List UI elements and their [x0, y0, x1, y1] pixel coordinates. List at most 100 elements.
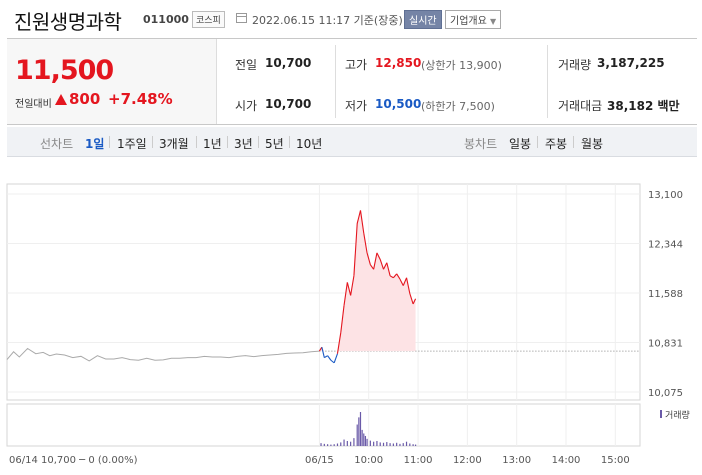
tab-1-week[interactable]: 1주일 [117, 137, 147, 151]
quote-datetime: 2022.06.15 11:17 기준(장중) [252, 14, 403, 27]
low-label: 저가 [345, 99, 368, 113]
volume-bar [382, 442, 385, 446]
prev-close-label: 전일 [235, 58, 258, 72]
tab-monthly-candle[interactable]: 월봉 [581, 137, 604, 151]
divider [289, 136, 290, 148]
volume-legend-label: 거래량 [665, 409, 690, 421]
volume-bar [333, 444, 335, 446]
tab-1-day[interactable]: 1일 [85, 137, 105, 151]
line-chart-label: 선차트 [40, 137, 74, 151]
today-line-segment [350, 275, 355, 296]
stock-code: 011000 [143, 13, 189, 26]
market-badge: 코스피 [192, 11, 225, 28]
open-label: 시가 [235, 99, 258, 113]
candle-chart-label: 봉차트 [464, 137, 498, 151]
today-line-segment [396, 273, 401, 280]
calendar-icon [236, 13, 247, 23]
today-line-segment [399, 278, 404, 286]
high-value: 12,850 [375, 56, 422, 70]
today-line-segment [336, 332, 342, 354]
intraday-chart: 13,100 12,344 11,588 10,831 10,075 06/15 10:00… [6, 183, 690, 466]
company-overview-label: 기업개요 [450, 16, 487, 27]
prev-day-line [6, 347, 320, 362]
tab-daily-candle[interactable]: 일봉 [509, 137, 532, 151]
volume-bar [361, 429, 363, 446]
volume-bar [412, 444, 414, 446]
today-line-segment [359, 210, 365, 234]
volume-bar [340, 442, 342, 446]
y-tick-label: 13,100 [648, 190, 683, 201]
volume-bar [323, 443, 325, 446]
volume-bar [373, 441, 375, 446]
volume-bar [358, 417, 360, 446]
open-value: 10,700 [265, 97, 312, 111]
lower-limit: (하한가 7,500) [421, 100, 495, 113]
divider [573, 136, 574, 148]
prev-close-value: 10,700 [265, 56, 312, 70]
today-line-segment [379, 259, 385, 270]
prev-day-label: 06/14 10,700 ─ 0 (0.00%) [9, 455, 138, 466]
chart-period-tabs: 선차트 1일 1주일 3개월 1년 3년 5년 10년 봉차트 일봉 주봉 월봉 [7, 127, 697, 157]
volume-bar [330, 444, 332, 446]
divider [152, 136, 153, 148]
company-overview-dropdown[interactable]: 기업개요 ▼ [445, 10, 502, 29]
volume-bar [356, 424, 358, 446]
divider [196, 136, 197, 148]
volume-bar [379, 442, 381, 446]
divider [227, 136, 228, 148]
change-value: 800 [69, 90, 101, 108]
change-percent: +7.48% [108, 90, 173, 108]
tab-10-years[interactable]: 10년 [296, 137, 323, 151]
today-line-segment [333, 353, 338, 364]
volume-bar [327, 444, 329, 446]
today-line-segment [369, 264, 375, 270]
today-line-segment [386, 262, 391, 276]
volume-label: 거래량 [558, 58, 592, 72]
today-area-fill [319, 210, 416, 352]
tab-3-years[interactable]: 3년 [234, 137, 253, 151]
today-line-segment [373, 252, 378, 270]
x-tick-label: 06/15 [305, 455, 334, 466]
volume-bar [392, 443, 394, 446]
volume-bar [386, 442, 388, 446]
today-line-segment [412, 298, 417, 305]
today-line-segment [392, 273, 398, 279]
volume-value: 3,187,225 [597, 56, 665, 70]
today-line-segment [330, 359, 335, 364]
upper-limit: (상한가 13,900) [421, 59, 502, 72]
volume-bar [363, 433, 365, 446]
x-tick-label: 14:00 [552, 455, 581, 466]
price-plot-frame [6, 183, 641, 401]
tab-3-months[interactable]: 3개월 [159, 137, 189, 151]
divider [547, 45, 548, 118]
volume-plot-frame [6, 403, 641, 447]
today-line-segment [340, 305, 345, 333]
today-line-segment [376, 252, 381, 260]
x-tick-label: 15:00 [601, 455, 630, 466]
tab-5-years[interactable]: 5년 [265, 137, 284, 151]
y-tick-label: 10,831 [648, 339, 683, 350]
stock-name: 진원생명과학 [14, 10, 122, 34]
up-arrow-icon [55, 94, 67, 105]
x-tick-label: 10:00 [354, 455, 383, 466]
today-line-segment [402, 277, 408, 286]
volume-bar [353, 438, 355, 446]
today-line-segment [353, 223, 358, 276]
volume-bar [396, 442, 398, 446]
tab-1-year[interactable]: 1년 [203, 137, 222, 151]
today-line-segment [405, 277, 411, 294]
tab-weekly-candle[interactable]: 주봉 [545, 137, 568, 151]
current-price-box: 11,500 전일대비 800 +7.48% [7, 39, 217, 124]
x-tick-label: 11:00 [404, 455, 433, 466]
realtime-button[interactable]: 실시간 [404, 10, 442, 29]
divider [109, 136, 110, 148]
today-line-segment [343, 282, 348, 306]
volume-bar [343, 439, 345, 446]
volume-bar [402, 443, 404, 446]
y-tick-label: 10,075 [648, 388, 683, 399]
high-label: 고가 [345, 58, 368, 72]
volume-bar [359, 412, 362, 446]
volume-bar [389, 443, 391, 446]
low-value: 10,500 [375, 97, 422, 111]
volume-bar [346, 440, 348, 446]
